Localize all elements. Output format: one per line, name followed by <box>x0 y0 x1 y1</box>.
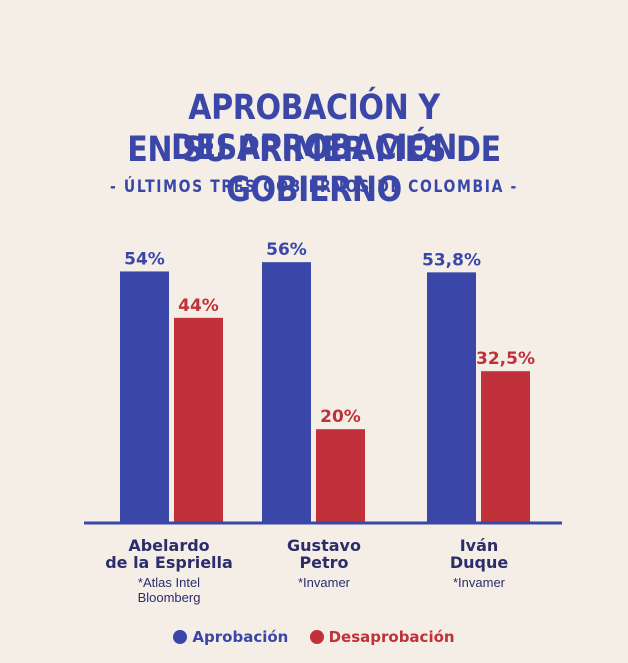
chart-subtitle: - ÚLTIMOS TRES GOBIERNOS DE COLOMBIA - <box>110 177 518 197</box>
chart-title-line2: EN SU PRIMER MES DE GOBIERNO <box>127 130 501 210</box>
legend-item-desaprobacion: Desaprobación <box>309 628 455 646</box>
candidate-source: *Invamer <box>452 575 506 590</box>
candidate-block-petro: Gustavo Petro *Invamer <box>239 537 409 590</box>
bar-desaprobacion-2 <box>481 371 530 522</box>
legend-item-aprobacion: Aprobación <box>173 628 288 646</box>
legend-dot-desaprobacion-icon <box>309 630 324 644</box>
data-label-aprobacion-0: 54% <box>124 249 165 269</box>
data-label-desaprobacion-1: 20% <box>320 407 361 427</box>
candidate-block-espriella: Abelardo de la Espriella *Atlas Intel Bl… <box>84 537 254 605</box>
bar-aprobacion-2 <box>427 272 476 522</box>
chart-title-line1: APROBACIÓN Y DESAPROBACIÓN <box>170 88 458 168</box>
candidate-name: Abelardo de la Espriella <box>105 536 233 572</box>
bar-aprobacion-1 <box>262 262 311 522</box>
data-label-aprobacion-1: 56% <box>266 240 307 260</box>
candidate-block-duque: Iván Duque *Invamer <box>394 537 564 590</box>
legend: Aprobación Desaprobación <box>0 628 628 648</box>
candidate-name: Iván Duque <box>449 536 509 572</box>
legend-label-desaprobacion: Desaprobación <box>328 628 455 646</box>
data-label-desaprobacion-0: 44% <box>178 296 219 316</box>
bar-desaprobacion-1 <box>316 429 365 522</box>
data-label-desaprobacion-2: 32,5% <box>476 349 535 369</box>
candidate-source: *Atlas Intel Bloomberg <box>137 575 201 605</box>
candidate-source: *Invamer <box>297 575 351 590</box>
candidate-name: Gustavo Petro <box>287 536 361 572</box>
legend-label-aprobacion: Aprobación <box>192 628 289 646</box>
data-label-aprobacion-2: 53,8% <box>422 250 481 270</box>
bar-aprobacion-0 <box>120 271 169 522</box>
legend-dot-aprobacion-icon <box>173 630 188 644</box>
bar-desaprobacion-0 <box>174 317 223 522</box>
